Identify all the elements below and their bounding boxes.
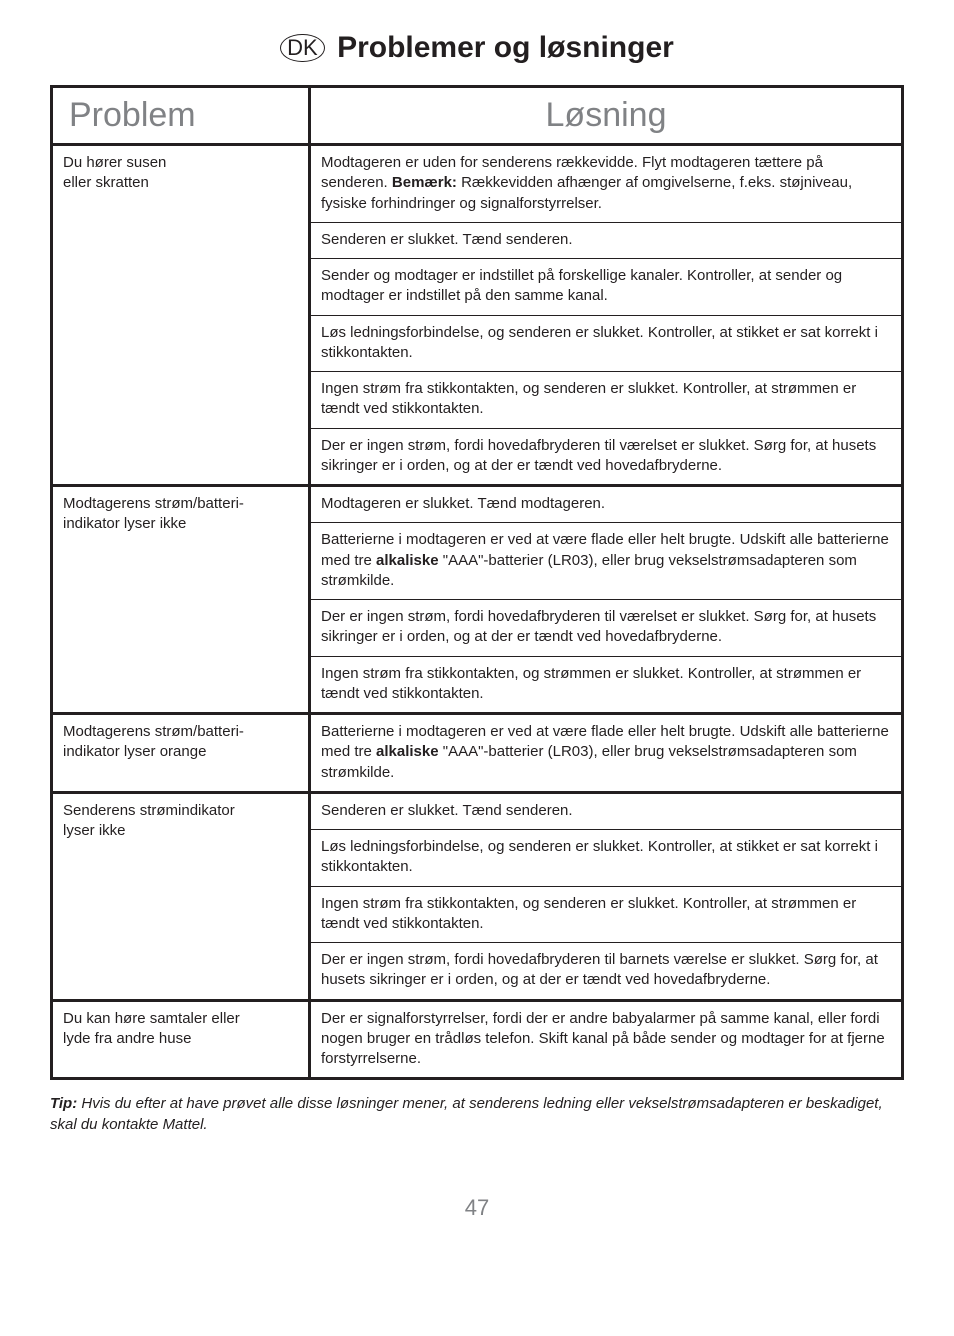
table-row: Du kan høre samtaler ellerlyde fra andre… [53,999,901,1078]
solution-cell: Senderen er slukket. Tænd senderen. [311,791,901,829]
solution-cell: Ingen strøm fra stikkontakten, og strømm… [311,656,901,713]
problem-cell: Senderens strømindikatorlyser ikke [53,791,311,999]
tip-label: Tip: [50,1095,77,1112]
solution-cell: Ingen strøm fra stikkontakten, og sender… [311,886,901,943]
solution-cell: Modtageren er slukket. Tænd modtageren. [311,484,901,522]
solution-cell: Batterierne i modtageren er ved at være … [311,712,901,791]
column-header-problem: Problem [53,88,311,146]
problem-cell: Modtagerens strøm/batteri-indikator lyse… [53,484,311,712]
tip-paragraph: Tip: Hvis du efter at have prøvet alle d… [50,1094,904,1135]
solution-cell: Ingen strøm fra stikkontakten, og sender… [311,371,901,428]
problem-cell: Du kan høre samtaler ellerlyde fra andre… [53,999,311,1078]
title-text: Problemer og løsninger [337,31,674,64]
tip-text: Hvis du efter at have prøvet alle disse … [50,1095,883,1132]
table-row: Du hører suseneller skrattenModtageren e… [53,146,901,222]
solution-cell: Der er ingen strøm, fordi hovedafbrydere… [311,599,901,656]
solution-cell: Der er ingen strøm, fordi hovedafbrydere… [311,942,901,999]
solution-cell: Løs ledningsforbindelse, og senderen er … [311,829,901,886]
country-code-badge: DK [280,34,325,62]
solution-cell: Senderen er slukket. Tænd senderen. [311,222,901,258]
problem-cell: Modtagerens strøm/batteri-indikator lyse… [53,712,311,791]
solution-cell: Modtageren er uden for senderens rækkevi… [311,146,901,222]
problem-cell: Du hører suseneller skratten [53,146,311,484]
column-header-solution: Løsning [311,88,901,146]
solution-cell: Der er signalforstyrrelser, fordi der er… [311,999,901,1078]
solution-cell: Sender og modtager er indstillet på fors… [311,258,901,315]
solution-cell: Løs ledningsforbindelse, og senderen er … [311,315,901,372]
solution-cell: Der er ingen strøm, fordi hovedafbrydere… [311,428,901,485]
table-row: Modtagerens strøm/batteri-indikator lyse… [53,484,901,522]
table-row: Modtagerens strøm/batteri-indikator lyse… [53,712,901,791]
page-title: DK Problemer og løsninger [50,30,904,65]
page-number: 47 [50,1195,904,1221]
troubleshoot-table: Problem Løsning Du hører suseneller skra… [50,85,904,1080]
solution-cell: Batterierne i modtageren er ved at være … [311,522,901,599]
table-row: Senderens strømindikatorlyser ikkeSender… [53,791,901,829]
